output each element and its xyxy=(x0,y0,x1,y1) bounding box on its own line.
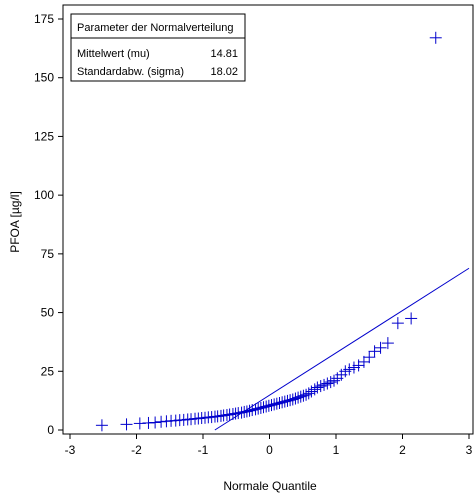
data-point xyxy=(391,317,404,330)
data-point xyxy=(257,401,270,414)
data-point xyxy=(294,390,307,403)
legend: Parameter der Normalverteilung Mittelwer… xyxy=(70,13,246,82)
data-point xyxy=(429,31,442,44)
data-point xyxy=(324,376,337,389)
data-point xyxy=(235,406,248,419)
data-point xyxy=(149,416,162,429)
data-point xyxy=(270,397,283,410)
legend-mean-label: Mittelwert (mu) xyxy=(77,48,150,60)
x-tick-label: -1 xyxy=(198,443,209,457)
data-point xyxy=(265,399,278,412)
data-point xyxy=(273,396,286,409)
y-tick-label: 100 xyxy=(34,188,54,202)
data-point xyxy=(95,419,108,432)
data-point xyxy=(249,403,262,416)
y-tick-label: 150 xyxy=(34,71,54,85)
legend-title: Parameter der Normalverteilung xyxy=(77,22,234,34)
x-tick-label: 2 xyxy=(399,443,406,457)
y-tick-label: 50 xyxy=(41,306,55,320)
data-point xyxy=(284,394,297,407)
data-point xyxy=(363,351,376,364)
data-point xyxy=(311,381,324,394)
legend-mean-value: 14.81 xyxy=(210,48,238,60)
x-axis-label: Normale Quantile xyxy=(223,479,317,493)
data-point xyxy=(381,337,394,350)
data-point xyxy=(246,404,259,417)
data-point xyxy=(252,402,265,415)
data-point xyxy=(328,374,341,387)
legend-sigma-label: Standardabw. (sigma) xyxy=(77,66,184,78)
data-point xyxy=(276,396,289,409)
data-point xyxy=(314,380,327,393)
data-point xyxy=(281,394,294,407)
data-point xyxy=(260,400,273,413)
data-point xyxy=(262,399,275,412)
data-point xyxy=(286,393,299,406)
data-point xyxy=(278,395,291,408)
data-point xyxy=(405,312,418,325)
data-point xyxy=(308,383,321,396)
data-point xyxy=(321,377,334,390)
y-axis-label: PFOA [µg/l] xyxy=(8,191,22,253)
y-tick-label: 125 xyxy=(34,129,54,143)
reference-line xyxy=(214,267,470,431)
x-tick-label: 1 xyxy=(333,443,340,457)
plot-frame xyxy=(62,4,474,435)
data-point xyxy=(343,363,356,376)
legend-sigma-value: 18.02 xyxy=(210,66,238,78)
data-point xyxy=(297,389,310,402)
data-point xyxy=(289,392,302,405)
data-point xyxy=(292,391,305,404)
data-point xyxy=(243,404,256,417)
x-tick-label: 0 xyxy=(266,443,273,457)
data-point xyxy=(357,355,370,368)
data-point xyxy=(240,405,253,418)
data-point xyxy=(268,398,281,411)
x-tick-label: 3 xyxy=(466,443,473,457)
y-tick-label: 0 xyxy=(47,423,54,437)
data-point xyxy=(374,341,387,354)
x-tick-label: -2 xyxy=(131,443,142,457)
y-tick-label: 175 xyxy=(34,12,54,26)
data-point xyxy=(300,388,313,401)
y-tick-label: 75 xyxy=(41,247,55,261)
y-tick-label: 25 xyxy=(41,364,55,378)
data-point xyxy=(254,401,267,414)
data-point xyxy=(347,361,360,374)
data-point xyxy=(120,418,133,431)
legend-box xyxy=(70,13,246,82)
x-tick-label: -3 xyxy=(65,443,76,457)
data-point xyxy=(318,378,331,391)
